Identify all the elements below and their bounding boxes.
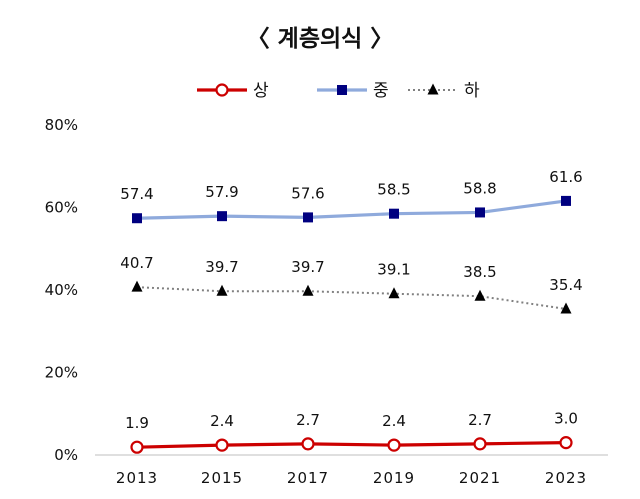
data-label: 3.0	[554, 410, 578, 428]
x-tick-label: 2019	[373, 469, 415, 487]
y-tick-label: 40%	[45, 281, 78, 299]
data-label: 57.6	[291, 184, 324, 202]
data-label: 39.7	[291, 258, 324, 276]
x-tick-label: 2015	[201, 469, 243, 487]
series-1	[130, 436, 573, 454]
series-2	[132, 195, 571, 224]
point-marker	[389, 208, 399, 219]
point-marker	[215, 438, 229, 452]
point-marker	[132, 213, 142, 224]
x-tick-label: 2023	[545, 469, 587, 487]
y-tick-label: 60%	[45, 199, 78, 217]
x-tick-label: 2013	[116, 469, 158, 487]
chart-title: 〈 계층의식 〉	[247, 26, 394, 52]
series-line	[136, 441, 567, 449]
data-label: 58.8	[463, 179, 496, 197]
data-label: 58.5	[377, 181, 410, 199]
point-marker	[561, 195, 571, 206]
point-marker	[473, 437, 487, 451]
series-line	[136, 286, 567, 310]
legend-label: 하	[464, 81, 480, 101]
data-label: 35.4	[549, 276, 582, 294]
point-marker	[216, 284, 228, 296]
point-marker	[215, 83, 229, 97]
point-marker	[388, 287, 400, 299]
point-marker	[475, 207, 485, 218]
series-line	[136, 199, 567, 220]
point-marker	[217, 211, 227, 222]
data-label: 2.4	[210, 412, 234, 430]
data-label: 57.9	[205, 183, 238, 201]
point-marker	[387, 438, 401, 452]
point-marker	[474, 289, 486, 301]
data-label: 38.5	[463, 263, 496, 281]
point-marker	[130, 440, 144, 454]
legend-item: 하	[408, 81, 480, 101]
legend-label: 중	[373, 81, 389, 101]
point-marker	[303, 212, 313, 223]
data-label: 57.4	[120, 185, 153, 203]
x-tick-label: 2017	[287, 469, 329, 487]
point-marker	[427, 83, 439, 95]
data-labels: 1.9 2.4 2.7 2.4 2.7 3.0 57.4 57.9 57.6 58.5 58.8 61…	[120, 168, 582, 432]
data-label: 39.7	[205, 258, 238, 276]
point-marker	[131, 280, 143, 292]
data-label: 61.6	[549, 168, 582, 186]
legend-label: 상	[253, 81, 269, 101]
data-label: 2.7	[296, 411, 320, 429]
legend-item: 상	[197, 81, 269, 101]
y-tick-label: 80%	[45, 116, 78, 134]
y-axis: 0% 20% 40% 60% 80%	[45, 116, 78, 464]
data-label: 39.1	[377, 261, 410, 279]
data-label: 1.9	[125, 414, 149, 432]
data-label: 2.4	[382, 412, 406, 430]
x-axis: 2013 2015 2017 2019 2021 2023	[95, 454, 608, 487]
point-marker	[559, 436, 573, 450]
point-marker	[301, 437, 315, 451]
y-tick-label: 0%	[54, 446, 78, 464]
series-3	[131, 280, 572, 314]
data-label: 2.7	[468, 411, 492, 429]
point-marker	[560, 302, 572, 314]
x-tick-label: 2021	[459, 469, 501, 487]
legend-item: 중	[317, 81, 389, 101]
series-layer	[130, 195, 573, 454]
data-label: 40.7	[120, 254, 153, 272]
point-marker	[302, 284, 314, 296]
y-tick-label: 20%	[45, 364, 78, 382]
point-marker	[337, 85, 347, 95]
